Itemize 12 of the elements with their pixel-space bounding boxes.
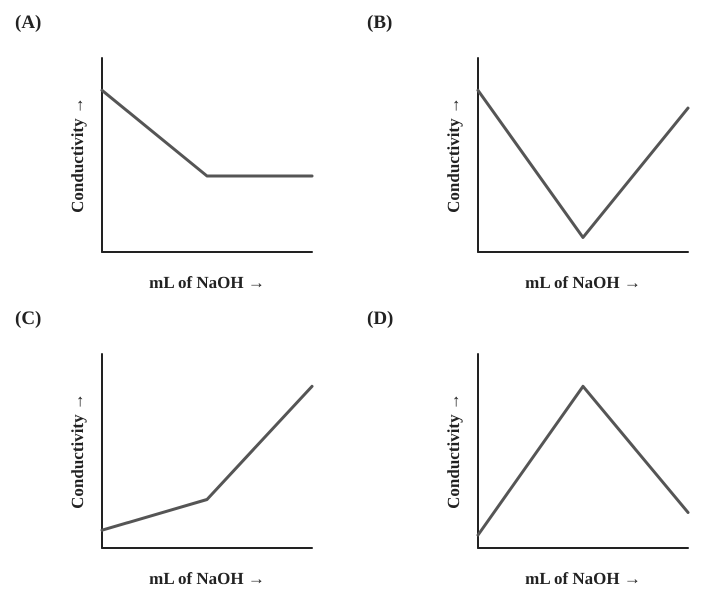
chart-title: (D) xyxy=(367,308,394,329)
y-axis-title: Conductivity → xyxy=(444,393,463,509)
x-axis-title: mL of NaOH → xyxy=(149,273,265,292)
chart-title: (A) xyxy=(15,12,42,33)
x-axis-title: mL of NaOH → xyxy=(525,569,641,588)
chart-title: (B) xyxy=(367,12,392,33)
x-axis-title: mL of NaOH → xyxy=(525,273,641,292)
y-axis-title: Conductivity → xyxy=(68,97,87,213)
chart-title: (C) xyxy=(15,308,42,329)
y-axis-title: Conductivity → xyxy=(444,97,463,213)
x-axis-title: mL of NaOH → xyxy=(149,569,265,588)
y-axis-title: Conductivity → xyxy=(68,393,87,509)
